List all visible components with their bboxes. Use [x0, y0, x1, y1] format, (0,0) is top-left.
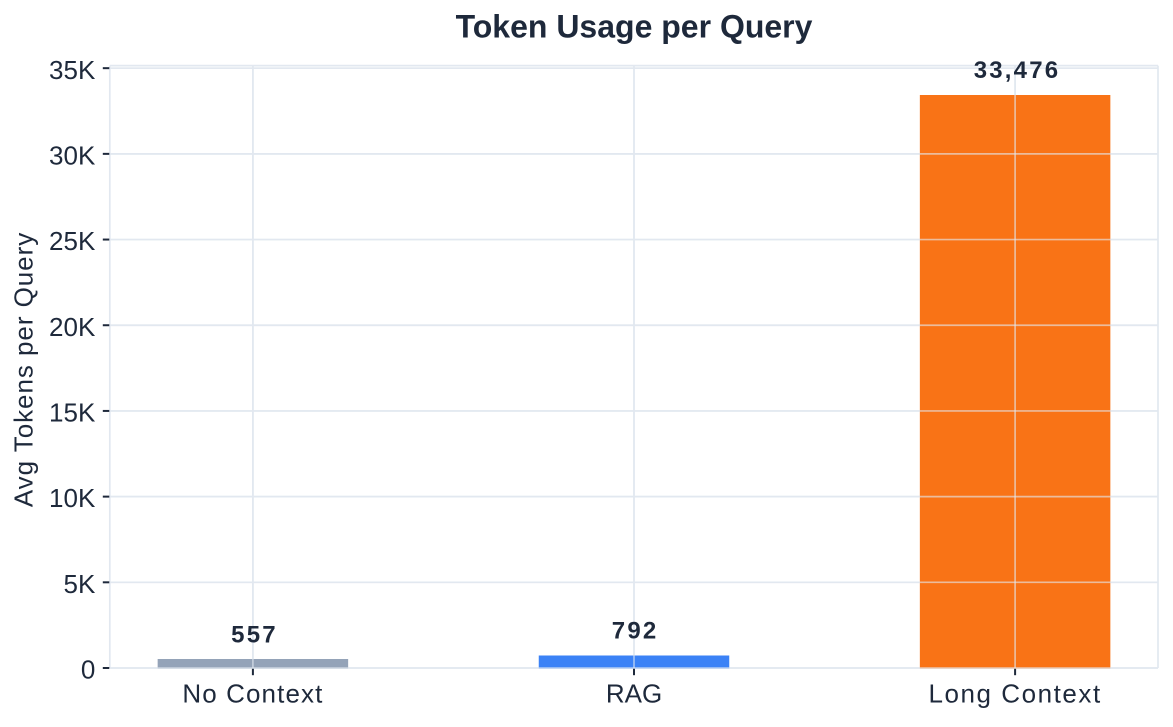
- svg-text:5K: 5K: [63, 569, 95, 599]
- svg-text:No Context: No Context: [182, 678, 323, 708]
- svg-text:20K: 20K: [49, 312, 96, 342]
- svg-text:Avg Tokens per Query: Avg Tokens per Query: [9, 232, 39, 507]
- svg-text:0: 0: [81, 655, 95, 685]
- svg-text:792: 792: [612, 618, 659, 645]
- svg-text:Token Usage per Query: Token Usage per Query: [456, 8, 813, 44]
- svg-text:Long Context: Long Context: [928, 678, 1101, 708]
- svg-text:557: 557: [231, 621, 278, 648]
- svg-text:35K: 35K: [49, 55, 96, 85]
- svg-text:25K: 25K: [49, 226, 96, 256]
- svg-text:15K: 15K: [49, 398, 96, 428]
- svg-text:30K: 30K: [49, 141, 96, 171]
- svg-text:10K: 10K: [49, 483, 96, 513]
- svg-text:33,476: 33,476: [974, 57, 1061, 84]
- svg-text:RAG: RAG: [606, 678, 662, 708]
